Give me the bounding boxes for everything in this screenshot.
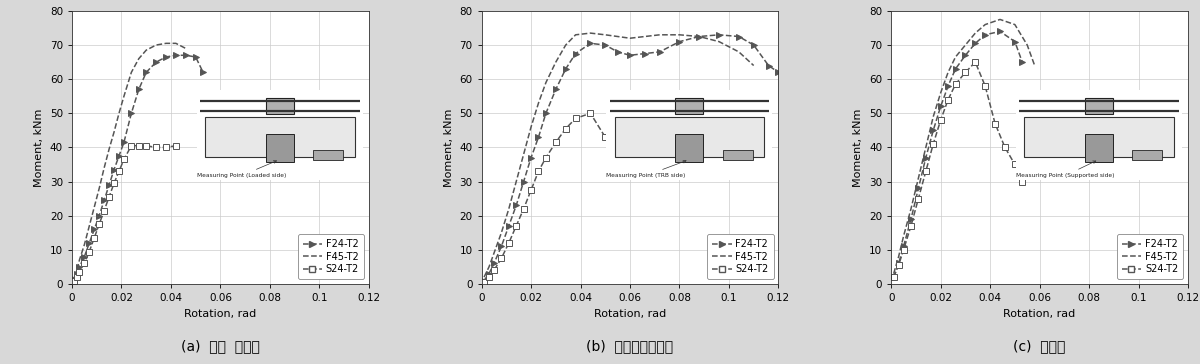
Legend: F24-T2, F45-T2, S24-T2: F24-T2, F45-T2, S24-T2 [1117,234,1183,279]
Text: (b)  열교차단장치부: (b) 열교차단장치부 [587,339,673,353]
Text: (a)  하중  재하측: (a) 하중 재하측 [181,339,260,353]
Legend: F24-T2, F45-T2, S24-T2: F24-T2, F45-T2, S24-T2 [298,234,364,279]
Y-axis label: Moment, kNm: Moment, kNm [853,108,864,187]
Y-axis label: Moment, kNm: Moment, kNm [35,108,44,187]
X-axis label: Rotation, rad: Rotation, rad [594,309,666,318]
Text: (c)  지점부: (c) 지점부 [1014,339,1066,353]
Legend: F24-T2, F45-T2, S24-T2: F24-T2, F45-T2, S24-T2 [707,234,774,279]
X-axis label: Rotation, rad: Rotation, rad [185,309,257,318]
Y-axis label: Moment, kNm: Moment, kNm [444,108,454,187]
X-axis label: Rotation, rad: Rotation, rad [1003,309,1075,318]
